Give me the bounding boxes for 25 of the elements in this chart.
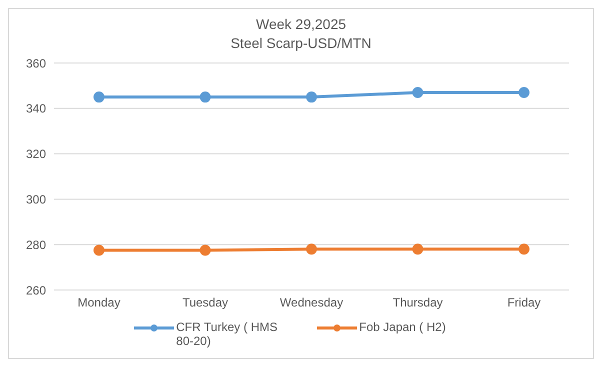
y-tick-label: 320 xyxy=(26,147,46,162)
x-tick-label: Thursday xyxy=(392,296,443,310)
point xyxy=(306,244,317,255)
y-tick-label: 280 xyxy=(26,238,46,252)
y-tick-label: 360 xyxy=(26,56,46,70)
x-tick-label: Monday xyxy=(78,296,120,310)
chart-title: Week 29,2025 xyxy=(254,15,348,34)
point xyxy=(518,244,530,255)
x-tick-label: Tuesday xyxy=(182,296,228,310)
point xyxy=(412,87,424,98)
x-tick-label: Friday xyxy=(507,296,541,310)
point xyxy=(200,244,211,256)
point xyxy=(94,244,104,256)
y-tick-label: 260 xyxy=(26,283,46,298)
point xyxy=(200,92,211,103)
y-tick-label: 340 xyxy=(26,102,46,116)
legend-label: Fob Japan ( H2) xyxy=(359,320,446,334)
legend-label: CFR Turkey ( HMS 80-20) xyxy=(176,320,278,348)
x-tick-label: Wednesday xyxy=(280,296,344,310)
point xyxy=(412,244,424,255)
point xyxy=(306,92,317,103)
y-tick-label: 300 xyxy=(26,192,46,206)
chart-subtitle: Steel Scarp-USD/MTN xyxy=(230,34,372,53)
point xyxy=(94,92,104,103)
point xyxy=(518,87,530,98)
